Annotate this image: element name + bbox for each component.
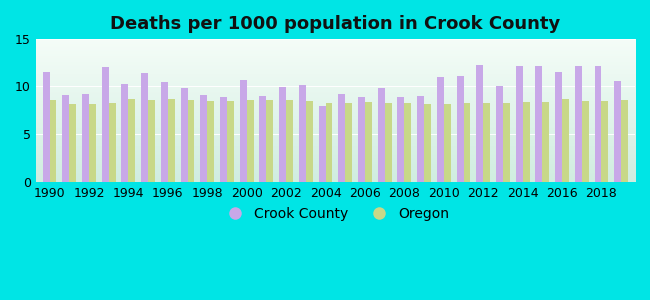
Bar [562, 99, 569, 182]
Bar [358, 97, 365, 182]
Bar [266, 100, 273, 182]
Bar [220, 97, 227, 182]
Bar [141, 73, 148, 182]
Bar [318, 106, 326, 182]
Bar [424, 103, 431, 182]
Bar [365, 102, 372, 182]
Bar [299, 85, 305, 182]
Bar [463, 103, 471, 182]
Bar [102, 67, 109, 182]
Bar [129, 99, 135, 182]
Bar [62, 95, 70, 182]
Bar [483, 103, 490, 182]
Bar [536, 66, 542, 182]
Bar [542, 102, 549, 182]
Bar [523, 102, 530, 182]
Bar [575, 66, 582, 182]
Bar [397, 97, 404, 182]
Bar [456, 76, 463, 182]
Bar [259, 96, 266, 182]
Bar [168, 99, 175, 182]
Title: Deaths per 1000 population in Crook County: Deaths per 1000 population in Crook Coun… [111, 15, 560, 33]
Bar [496, 86, 503, 182]
Bar [89, 103, 96, 182]
Bar [417, 96, 424, 182]
Bar [404, 103, 411, 182]
Bar [286, 100, 293, 182]
Bar [306, 101, 313, 182]
Bar [82, 94, 89, 182]
Bar [70, 103, 76, 182]
Bar [385, 103, 391, 182]
Bar [187, 100, 194, 182]
Bar [109, 103, 116, 182]
Bar [181, 88, 187, 182]
Bar [614, 81, 621, 182]
Bar [280, 87, 286, 182]
Bar [240, 80, 246, 182]
Bar [148, 100, 155, 182]
Bar [246, 100, 254, 182]
Bar [338, 94, 345, 182]
Bar [122, 83, 129, 182]
Bar [49, 100, 57, 182]
Bar [444, 103, 450, 182]
Bar [207, 101, 214, 182]
Legend: Crook County, Oregon: Crook County, Oregon [216, 201, 455, 226]
Bar [476, 65, 483, 182]
Bar [326, 103, 332, 182]
Bar [503, 103, 510, 182]
Bar [621, 100, 628, 182]
Bar [582, 101, 589, 182]
Bar [515, 66, 523, 182]
Bar [345, 103, 352, 182]
Bar [43, 72, 49, 182]
Bar [200, 95, 207, 182]
Bar [595, 66, 601, 182]
Bar [601, 101, 608, 182]
Bar [437, 77, 444, 182]
Bar [555, 72, 562, 182]
Bar [161, 82, 168, 182]
Bar [378, 88, 385, 182]
Bar [227, 101, 234, 182]
